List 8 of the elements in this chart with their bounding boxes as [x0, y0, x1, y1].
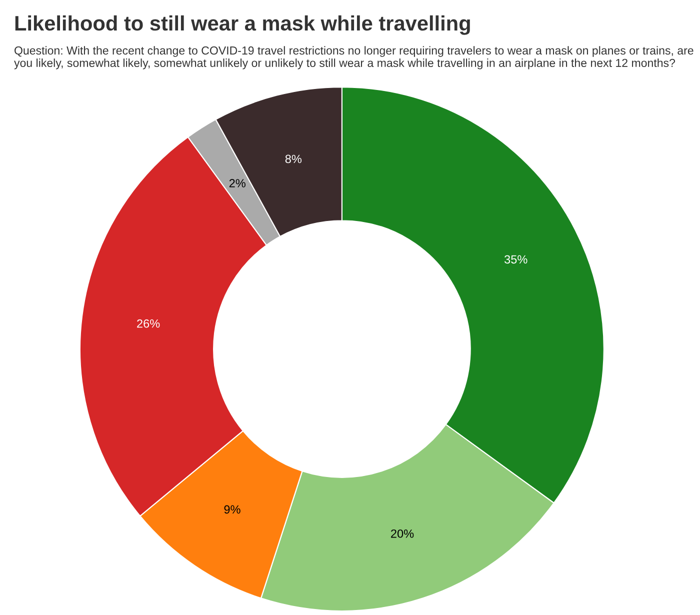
data-label: 20%: [391, 529, 414, 538]
chart-title: Likelihood to still wear a mask while travelling: [15, 15, 470, 35]
data-label: 9%: [224, 505, 240, 514]
data-label: 35%: [504, 255, 528, 264]
data-label: 2%: [229, 179, 246, 188]
chart-subtitle: Question: With the recent change to COVID-19 travel restrictions no longer requiring travelers to wear a mask on planes or trains, are you likely, somewhat likely, somewhat unlikely or unlikely to still wear a mask while travelling in an airplane in the next 12 months?: [14, 46, 694, 70]
data-label: 8%: [285, 154, 302, 164]
data-label: 26%: [137, 319, 160, 328]
